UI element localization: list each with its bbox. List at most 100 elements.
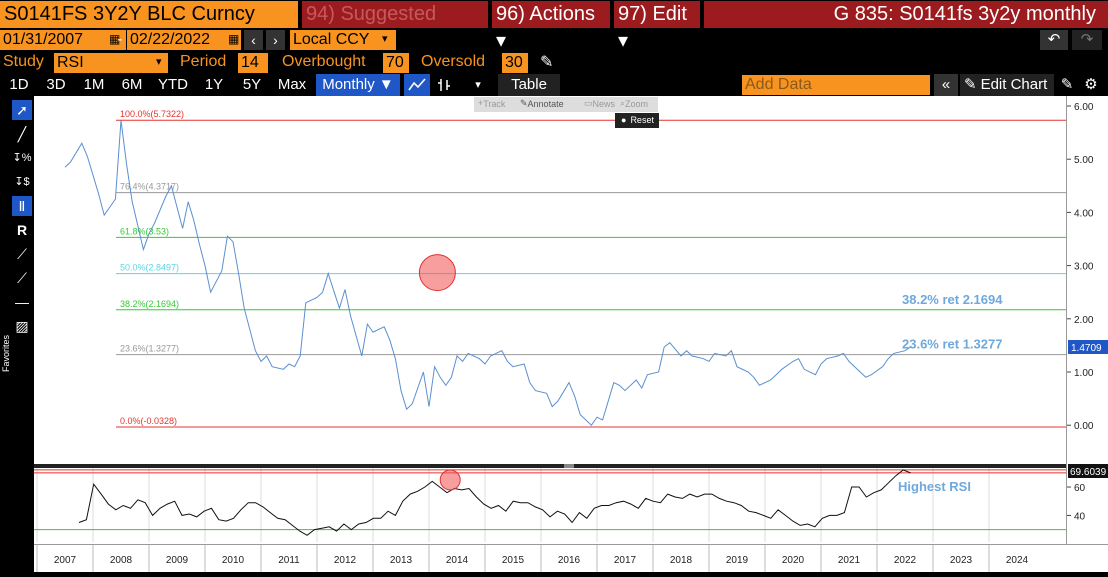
reset-icon: ● <box>621 115 627 125</box>
chart-panel[interactable]: 100.0%(5.7322) 76.4%(4.3717) 61.8%(3.53) 50… <box>34 96 1066 544</box>
study-select[interactable]: RSI <box>54 53 168 73</box>
calendar-icon[interactable]: ▦ <box>228 32 240 46</box>
x-tick-label: 2012 <box>334 555 357 566</box>
range-3d[interactable]: 3D <box>46 76 66 93</box>
channel-icon[interactable]: ⟋ <box>17 270 27 286</box>
range-1y[interactable]: 1Y <box>204 76 224 93</box>
x-tick-label: 2020 <box>782 555 805 566</box>
bar-chart-icon[interactable] <box>432 74 456 96</box>
fib-level-label: 50.0%(2.8497) <box>120 263 179 273</box>
rsi-peak-circle <box>439 469 461 491</box>
start-date-field[interactable]: 01/31/2007 <box>0 30 126 50</box>
x-tick-label: 2007 <box>54 555 77 566</box>
range-toolbar: 1D 3D 1M 6M YTD 1Y 5Y Max Monthly ▼ ▾ Ta… <box>0 74 1108 96</box>
currency-select[interactable]: Local CCY <box>290 30 396 50</box>
range-5y[interactable]: 5Y <box>242 76 262 93</box>
x-tick-label: 2011 <box>278 555 300 566</box>
edit-chart-label: Edit Chart <box>980 76 1048 93</box>
suggested-charts-button[interactable]: 94) Suggested Charts <box>302 1 488 52</box>
y-tick-label: 6.00 <box>1074 102 1094 113</box>
fib-level-label: 76.4%(4.3717) <box>120 182 179 192</box>
pattern-icon[interactable]: ▨ <box>15 318 29 334</box>
add-data-field[interactable]: Add Data <box>742 75 930 95</box>
x-tick-label: 2021 <box>838 555 861 566</box>
range-1d[interactable]: 1D <box>9 76 29 93</box>
cursor-icon[interactable]: ➚ <box>12 100 32 120</box>
x-tick-label: 2022 <box>894 555 917 566</box>
line-chart-icon[interactable] <box>404 74 430 96</box>
chart-mini-toolbar: + Track ✎ Annotate ▭ News ⌕ Zoom <box>474 97 658 112</box>
overbought-field[interactable]: 70 <box>383 53 409 73</box>
chevron-down-icon[interactable]: ▾ <box>382 33 388 45</box>
annotate-button[interactable]: ✎ Annotate <box>520 98 564 109</box>
date-separator: - <box>117 31 123 48</box>
y-tick-label: 3.00 <box>1074 262 1094 273</box>
title-bar: S0141FS 3Y2Y BLC Curncy 94) Suggested Ch… <box>0 0 1108 52</box>
next-arrow-icon[interactable]: › <box>266 30 285 50</box>
prev-arrow-icon[interactable]: ‹ <box>244 30 263 50</box>
actions-menu[interactable]: 96) Actions ▾ <box>492 1 610 52</box>
range-6m[interactable]: 6M <box>121 76 143 93</box>
table-button[interactable]: Table <box>498 74 560 96</box>
y-tick-label: 5.00 <box>1074 155 1094 166</box>
price-tool-icon[interactable]: ↧$ <box>14 176 30 188</box>
redo-icon[interactable]: ↷ <box>1072 30 1102 50</box>
zoom-button[interactable]: ⌕ Zoom <box>620 98 649 109</box>
oversold-label: Oversold <box>421 53 486 70</box>
price-chart[interactable]: 100.0%(5.7322) 76.4%(4.3717) 61.8%(3.53) 50… <box>34 96 1066 544</box>
favorites-tab[interactable]: Favorites <box>0 306 12 376</box>
calendar-icon[interactable]: ▦ <box>109 32 121 46</box>
panel-resize-handle <box>564 464 574 468</box>
track-button[interactable]: + Track <box>478 98 506 109</box>
y-tick-label: 0.00 <box>1074 421 1094 432</box>
y-tick-label: 2.00 <box>1074 315 1094 326</box>
retracement-icon[interactable]: R <box>16 222 28 238</box>
fib-level-label: 38.2%(2.1694) <box>120 299 179 309</box>
rsi-series-line <box>78 469 911 536</box>
ticker-field[interactable]: S0141FS 3Y2Y BLC Curncy <box>0 1 298 28</box>
reset-label: Reset <box>630 115 654 125</box>
range-ytd[interactable]: YTD <box>158 76 188 93</box>
y-tick-label: 4.00 <box>1074 208 1094 219</box>
peak-highlight-circle <box>418 254 456 292</box>
horizontal-line-icon[interactable]: — <box>15 294 29 310</box>
frequency-select[interactable]: Monthly ▼ <box>316 74 400 96</box>
annotation-highest-rsi: Highest RSI <box>898 479 971 494</box>
pencil-icon: ✎ <box>964 76 977 93</box>
period-field[interactable]: 14 <box>238 53 268 73</box>
trendline-icon[interactable]: ⟋ <box>17 246 27 262</box>
pencil-icon[interactable]: ✎ <box>540 54 554 71</box>
x-tick-label: 2009 <box>166 555 189 566</box>
range-max[interactable]: Max <box>277 76 307 93</box>
study-bar: Study RSI ▾ Period 14 Overbought 70 Over… <box>0 52 1108 74</box>
gear-icon[interactable]: ⚙ <box>1084 76 1098 93</box>
edit-menu[interactable]: 97) Edit ▾ <box>614 1 700 52</box>
collapse-icon[interactable]: « <box>934 74 958 96</box>
news-button[interactable]: ▭ News <box>584 98 616 109</box>
period-label: Period <box>180 53 227 70</box>
rsi-last-value-label: 69.6039 <box>1070 467 1107 478</box>
overbought-label: Overbought <box>282 53 366 70</box>
chart-type-dropdown-icon[interactable]: ▾ <box>475 79 481 91</box>
x-tick-label: 2018 <box>670 555 693 566</box>
range-1m[interactable]: 1M <box>83 76 105 93</box>
chevron-down-icon[interactable]: ▾ <box>156 56 162 68</box>
x-tick-label: 2023 <box>950 555 973 566</box>
draw-line-icon[interactable]: ╱ <box>17 126 27 142</box>
chart-settings-icon[interactable]: ✎ <box>1060 76 1074 93</box>
fib-level-label: 61.8%(3.53) <box>120 226 169 236</box>
x-tick-label: 2013 <box>390 555 413 566</box>
oversold-field[interactable]: 30 <box>502 53 528 73</box>
end-date-field[interactable]: 02/22/2022 <box>127 30 241 50</box>
study-label: Study <box>3 53 44 70</box>
date-range-bar: 01/31/2007 ▦ - 02/22/2022 ▦ ‹ › Local CC… <box>0 29 1108 51</box>
x-tick-label: 2014 <box>446 555 469 566</box>
edit-chart-button[interactable]: ✎ Edit Chart <box>960 74 1054 96</box>
fibonacci-icon[interactable]: Ⅱ <box>12 196 32 216</box>
percent-tool-icon[interactable]: ↧% <box>12 152 32 164</box>
reset-button[interactable]: ● Reset <box>615 113 659 128</box>
x-tick-label: 2008 <box>110 555 133 566</box>
undo-icon[interactable]: ↶ <box>1040 30 1068 50</box>
last-value-label: 1.4709 <box>1071 343 1102 354</box>
x-tick-label: 2024 <box>1006 555 1029 566</box>
